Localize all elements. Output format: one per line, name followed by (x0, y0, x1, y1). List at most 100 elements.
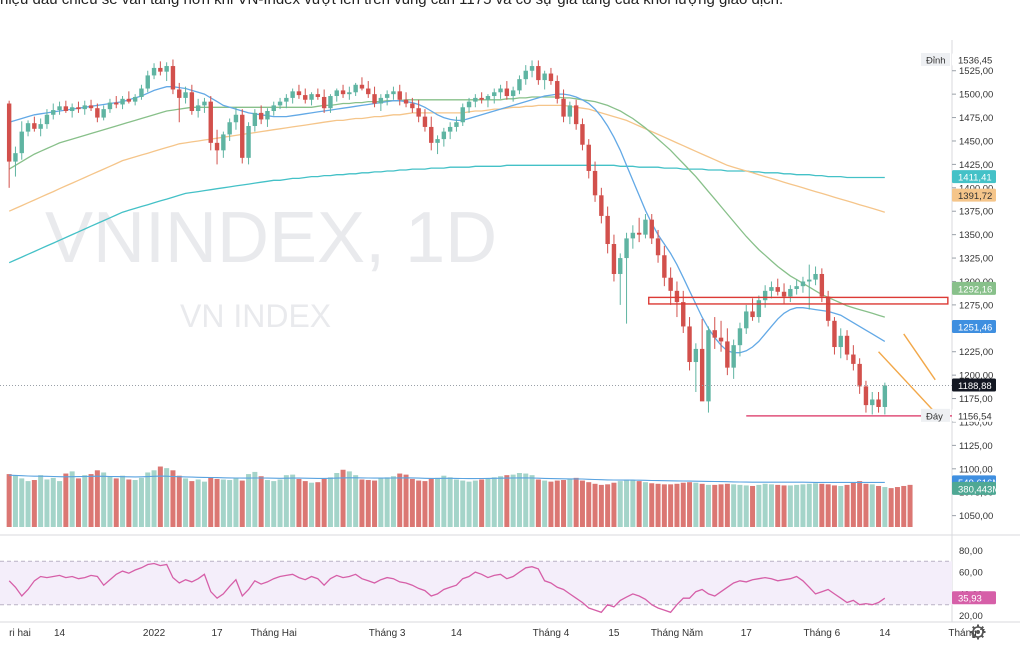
candle[interactable] (403, 92, 409, 108)
candle[interactable] (303, 88, 308, 104)
candle[interactable] (284, 94, 289, 109)
candle[interactable] (838, 328, 843, 359)
candle[interactable] (265, 108, 270, 127)
candle[interactable] (183, 86, 188, 104)
candle[interactable] (328, 94, 333, 113)
candle[interactable] (164, 62, 169, 82)
candle[interactable] (189, 84, 195, 115)
price-badge[interactable]: 1188,88 (952, 378, 996, 393)
candle[interactable] (479, 92, 484, 104)
candle[interactable] (384, 90, 390, 106)
candle[interactable] (819, 268, 825, 303)
price-badge[interactable]: Đáy 1156,54 (921, 408, 996, 423)
candle[interactable] (460, 103, 465, 126)
candle[interactable] (359, 77, 365, 91)
candle[interactable] (523, 65, 528, 85)
candle[interactable] (57, 101, 62, 115)
candle[interactable] (114, 96, 119, 109)
settings-gear-icon[interactable] (970, 624, 986, 640)
candle[interactable] (271, 101, 276, 116)
candle[interactable] (101, 105, 106, 121)
candle[interactable] (252, 109, 258, 132)
candle[interactable] (876, 391, 881, 413)
candle[interactable] (19, 121, 24, 160)
candle[interactable] (227, 118, 232, 141)
candle[interactable] (246, 122, 251, 165)
candle[interactable] (422, 109, 428, 132)
candle[interactable] (120, 96, 125, 110)
candle[interactable] (794, 279, 799, 295)
candle[interactable] (240, 109, 245, 164)
candle[interactable] (737, 322, 743, 357)
rsi-value-badge[interactable]: 35,93 (952, 591, 996, 605)
candle[interactable] (485, 94, 491, 108)
price-candles[interactable] (6, 59, 888, 415)
candle[interactable] (668, 267, 673, 305)
candle[interactable] (429, 116, 434, 151)
candle[interactable] (863, 380, 869, 413)
candle[interactable] (82, 100, 87, 115)
candle[interactable] (504, 81, 510, 100)
candle[interactable] (366, 81, 371, 98)
candle[interactable] (397, 84, 402, 106)
candle[interactable] (63, 100, 69, 113)
price-badge[interactable]: Đỉnh 1536,45 (921, 53, 996, 67)
candle[interactable] (832, 317, 837, 355)
candle[interactable] (321, 89, 327, 113)
candle[interactable] (95, 103, 100, 123)
candle[interactable] (473, 94, 478, 108)
candle[interactable] (750, 298, 755, 321)
candle[interactable] (145, 70, 150, 93)
candle[interactable] (334, 88, 339, 102)
candle[interactable] (775, 278, 780, 296)
candle[interactable] (630, 225, 636, 249)
candle[interactable] (536, 60, 541, 85)
candle[interactable] (882, 382, 888, 415)
candle[interactable] (214, 129, 220, 165)
candle[interactable] (347, 86, 352, 100)
candle[interactable] (44, 109, 50, 129)
candle[interactable] (170, 59, 176, 95)
price-badge[interactable]: 1292,16 (952, 281, 996, 296)
candle[interactable] (548, 67, 554, 85)
candle[interactable] (800, 276, 806, 293)
candle[interactable] (618, 253, 623, 305)
candle[interactable] (788, 285, 793, 303)
candle[interactable] (353, 82, 358, 97)
candle[interactable] (781, 283, 787, 304)
candle[interactable] (151, 63, 157, 80)
candle[interactable] (195, 98, 201, 118)
candle[interactable] (177, 82, 182, 123)
candle[interactable] (744, 304, 749, 334)
candle[interactable] (277, 97, 283, 110)
candle[interactable] (296, 84, 302, 99)
candle[interactable] (32, 116, 37, 132)
candle[interactable] (643, 214, 648, 239)
candle[interactable] (435, 135, 440, 155)
candle[interactable] (139, 84, 144, 100)
candle[interactable] (561, 89, 566, 123)
candle[interactable] (221, 131, 226, 158)
price-axis[interactable]: 1050,001075,001100,001125,001150,001175,… (921, 53, 1000, 622)
candle[interactable] (662, 245, 667, 287)
candle[interactable] (580, 118, 585, 151)
candle[interactable] (126, 91, 132, 104)
candle[interactable] (605, 206, 610, 254)
candle[interactable] (586, 139, 591, 179)
candle[interactable] (158, 61, 163, 76)
candle[interactable] (290, 88, 295, 104)
candle[interactable] (208, 96, 213, 151)
candle[interactable] (731, 339, 736, 379)
candle[interactable] (706, 326, 711, 413)
candle[interactable] (655, 229, 661, 263)
candle[interactable] (258, 105, 264, 125)
candle[interactable] (529, 60, 535, 78)
candle[interactable] (870, 391, 875, 415)
candle[interactable] (69, 103, 75, 118)
candle[interactable] (611, 234, 617, 282)
candle[interactable] (756, 295, 762, 323)
candle[interactable] (107, 98, 113, 113)
candle[interactable] (441, 127, 447, 147)
candle[interactable] (718, 320, 724, 352)
